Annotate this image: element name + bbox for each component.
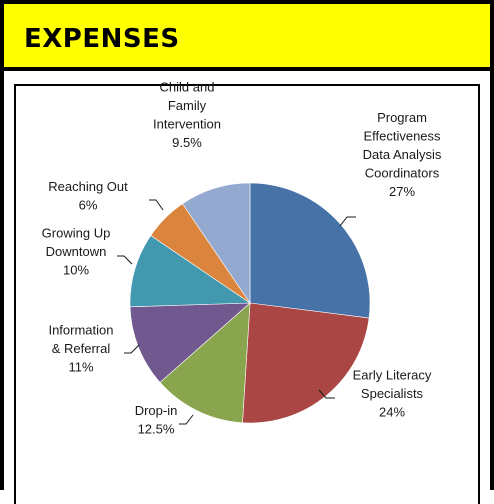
pie-slice bbox=[249, 182, 371, 319]
slice-label: Early Literacy Specialists 24% bbox=[353, 368, 432, 420]
header-bar: EXPENSES bbox=[4, 4, 490, 71]
pie-slice bbox=[129, 302, 251, 383]
slice-label: Program Effectiveness Data Analysis Coordin… bbox=[363, 110, 442, 199]
pie-slice bbox=[182, 182, 251, 304]
slice-label: Growing Up Downtown 10% bbox=[42, 226, 111, 278]
expenses-pie-chart: Program Effectiveness Data Analysis Coordin… bbox=[42, 79, 442, 437]
pie-slice bbox=[159, 302, 251, 424]
pie-slice bbox=[242, 302, 370, 424]
leader-line bbox=[124, 344, 140, 354]
slice-label: Drop-in 12.5% bbox=[135, 403, 178, 437]
slice-label: Reaching Out 6% bbox=[48, 179, 128, 213]
page-title: EXPENSES bbox=[24, 24, 180, 54]
slice-label: Child and Family Intervention 9.5% bbox=[153, 79, 221, 150]
leader-line bbox=[149, 199, 164, 211]
leader-line bbox=[179, 414, 194, 425]
leader-line bbox=[318, 389, 335, 399]
leader-line bbox=[117, 255, 133, 265]
pie-slice bbox=[129, 235, 251, 308]
leader-line bbox=[339, 216, 356, 227]
slice-label: Information & Referral 11% bbox=[48, 323, 113, 375]
